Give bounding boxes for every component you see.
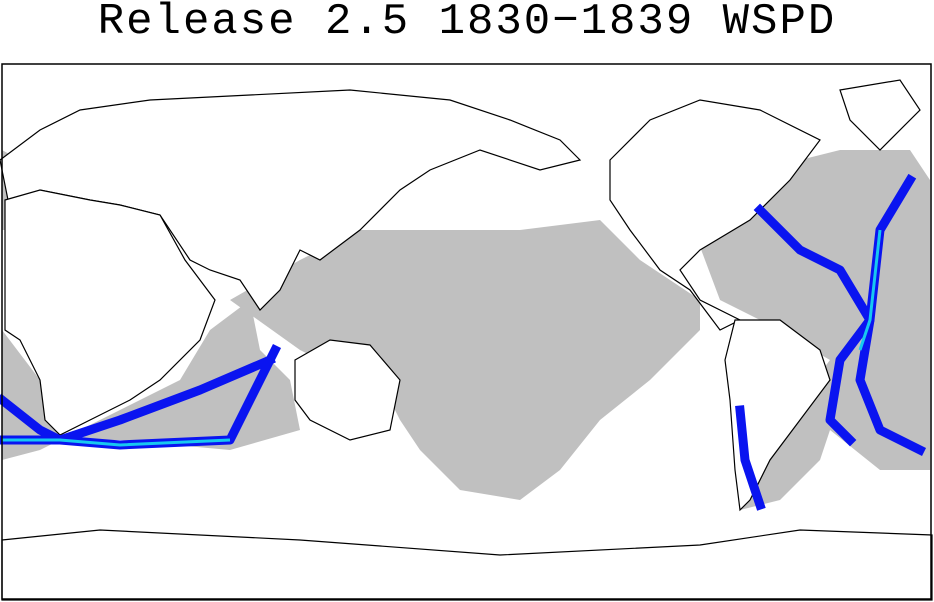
observed-ocean <box>2 150 930 510</box>
map-title: Release 2.5 1830−1839 WSPD <box>97 0 837 47</box>
map-frame <box>1 63 932 600</box>
ship-routes <box>0 173 927 511</box>
coastlines <box>0 79 933 601</box>
